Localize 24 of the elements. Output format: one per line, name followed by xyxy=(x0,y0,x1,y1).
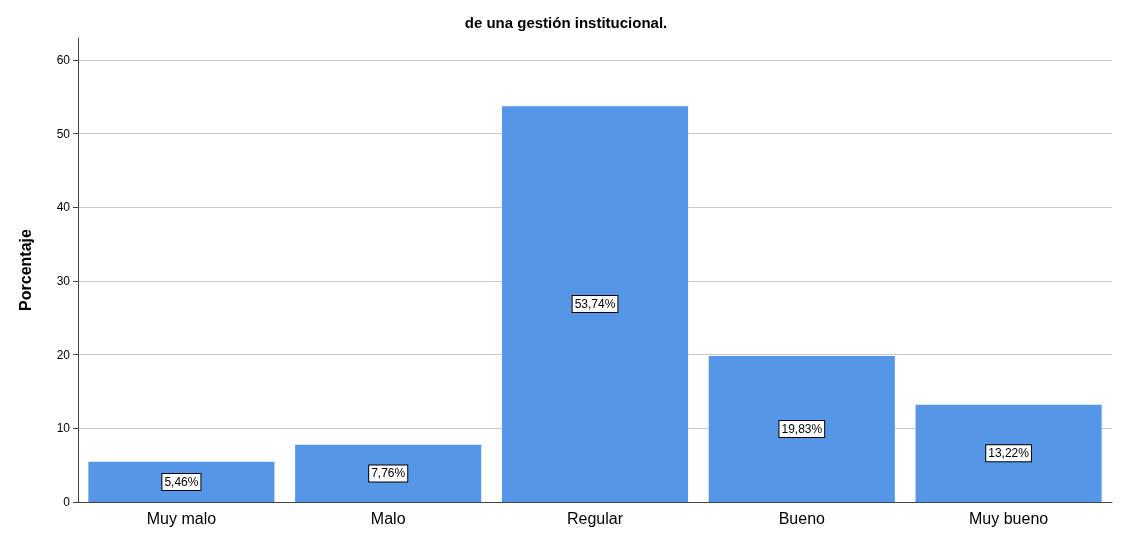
y-tick-label: 50 xyxy=(56,126,71,141)
bar xyxy=(708,355,895,502)
bar xyxy=(915,404,1102,502)
data-label: 5,46% xyxy=(164,474,199,489)
y-tick-label: 0 xyxy=(63,495,71,509)
data-label: 7,76% xyxy=(371,466,406,481)
y-tick-label: 60 xyxy=(56,53,71,68)
x-tick-label: Bueno xyxy=(778,509,826,527)
data-label: 53,74% xyxy=(574,297,616,312)
x-tick-label: Malo xyxy=(370,509,406,527)
y-tick-label: 20 xyxy=(56,347,71,362)
chart-title: de una gestión institucional. xyxy=(464,14,668,31)
bar xyxy=(88,461,275,502)
y-tick-label: 10 xyxy=(56,421,71,436)
data-label: 19,83% xyxy=(781,421,823,436)
data-label: 13,22% xyxy=(988,446,1030,461)
x-tick-label: Regular xyxy=(566,509,624,527)
y-axis-title: Porcentaje xyxy=(16,228,34,311)
x-tick-label: Muy malo xyxy=(146,509,217,527)
y-tick-label: 30 xyxy=(56,274,71,289)
bar xyxy=(295,444,482,502)
y-tick-label: 40 xyxy=(56,200,71,215)
x-tick-label: Muy bueno xyxy=(969,509,1049,527)
bar xyxy=(501,106,689,502)
